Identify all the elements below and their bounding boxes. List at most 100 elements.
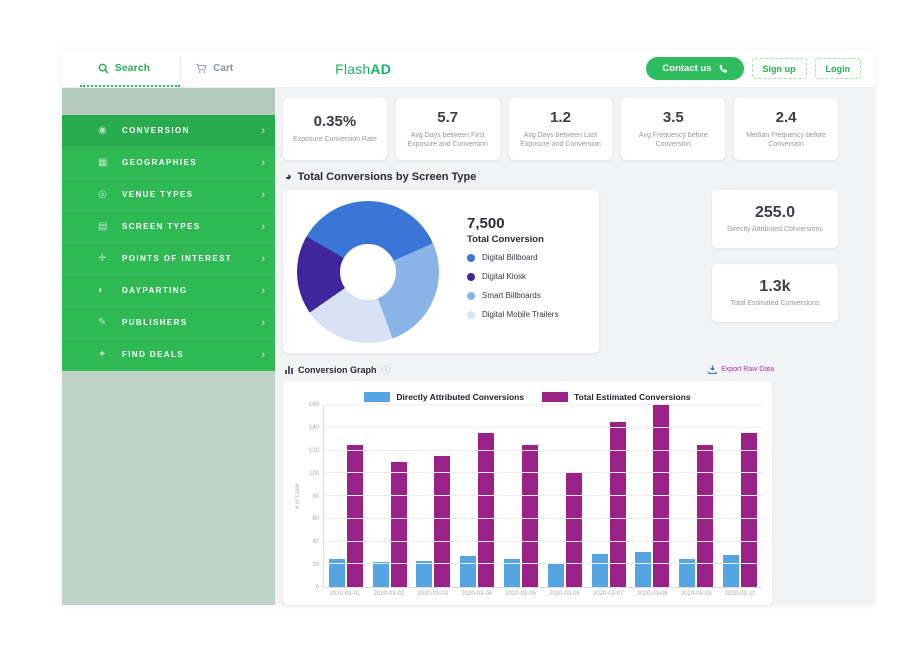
donut-legend: 7,500 Total Conversion Digital Billboard… (467, 215, 558, 329)
gridline (324, 540, 762, 542)
sidebar-item-conversion[interactable]: ◉ CONVERSION › (62, 115, 275, 147)
search-icon (98, 63, 109, 74)
x-tick-label: 2020-03-06 (549, 591, 580, 597)
donut-legend-item: Smart Billboards (467, 291, 558, 301)
legend-text: Directly Attributed Conversions (396, 392, 525, 402)
chart-legend-item: Total Estimated Conversions (542, 392, 691, 402)
donut-total-label: Total Conversion (467, 233, 544, 245)
bar-directly-attributed-conversions (328, 558, 345, 587)
bar-directly-attributed-conversions (635, 551, 652, 587)
plot-wrap: # of Conv 0 20 40 60 80 100 120 140 160 (293, 402, 762, 591)
chart-legend: Directly Attributed Conversions Total Est… (293, 389, 762, 405)
graph-title: Conversion Graph (298, 364, 377, 375)
export-label: Export Raw Data (721, 366, 774, 373)
dayparting-icon: ◐ (98, 285, 105, 296)
sidebar-item-dayparting[interactable]: ◐ DAYPARTING › (62, 275, 275, 307)
chevron-right-icon: › (261, 284, 265, 297)
active-tab-underline (80, 85, 180, 87)
gridline (324, 404, 762, 405)
search-tab[interactable]: Search (62, 50, 180, 87)
x-tick-label: 2020-03-03 (417, 591, 449, 597)
sidebar-item-publishers[interactable]: ✎ PUBLISHERS › (62, 307, 275, 339)
sidebar-item-geographies[interactable]: ▦ GEOGRAPHIES › (62, 147, 275, 179)
bar-directly-attributed-conversions (547, 564, 564, 587)
export-raw-data-link[interactable]: Export Raw Data (708, 365, 774, 374)
info-icon[interactable]: ⓘ (381, 365, 391, 375)
stats-row: 0.35% Exposure Conversion Rate 5.7 Avg Days… (283, 98, 838, 160)
sidebar-menu: ◉ CONVERSION › ▦ GEOGRAPHIES › ◎ VENUE TYPES › ▤ S… (62, 115, 275, 371)
stat-value: 5.7 (437, 108, 459, 126)
legend-swatch (542, 392, 569, 402)
legend-dot (467, 272, 475, 281)
bar-directly-attributed-conversions (591, 554, 608, 587)
bar-group (499, 405, 543, 587)
flashad-logo[interactable]: FlashAD (335, 60, 392, 77)
legend-dot (467, 291, 475, 300)
bar-directly-attributed-conversions (372, 561, 389, 587)
contact-us-button[interactable]: Contact us (646, 57, 744, 80)
stat-label: Avg Frequency before Conversion (638, 131, 708, 148)
bar-group (368, 405, 412, 587)
y-tick-label: 100 (308, 470, 319, 477)
bar-group (412, 405, 456, 587)
cart-icon (196, 63, 207, 74)
sidebar-item-label: SCREEN TYPES (122, 222, 201, 231)
search-label: Search (115, 63, 151, 74)
x-tick-label: 2020-03-01 (329, 591, 361, 597)
bar-directly-attributed-conversions (723, 555, 740, 587)
side-metric-value: 1.3k (759, 277, 791, 295)
cart-tab[interactable]: Cart (181, 63, 293, 74)
stat-value: 0.35% (313, 113, 357, 131)
bar-total-estimated-conversions (478, 433, 495, 587)
stat-label: Avg Days between Last Exposure and Conve… (520, 131, 601, 148)
bar-group (674, 405, 718, 587)
legend-label: Digital Mobile Trailers (482, 309, 559, 319)
sidebar-item-find-deals[interactable]: ✦ FIND DEALS › (62, 339, 275, 371)
sidebar-item-label: FIND DEALS (122, 350, 184, 359)
app-window: Search Cart FlashAD Contact us Sign up L… (62, 50, 875, 605)
stat-label: Avg Days between First Exposure and Conv… (407, 131, 488, 148)
sidebar-item-venue-types[interactable]: ◎ VENUE TYPES › (62, 179, 275, 211)
x-tick-label: 2020-03-04 (461, 591, 493, 597)
bar-total-estimated-conversions (346, 444, 363, 587)
bar-group (631, 405, 675, 587)
geographies-icon: ▦ (98, 157, 108, 168)
screen-type-title: Total Conversions by Screen Type (297, 171, 477, 183)
legend-dot (467, 310, 475, 319)
sidebar-item-screen-types[interactable]: ▤ SCREEN TYPES › (62, 211, 275, 243)
phone-icon (719, 64, 727, 73)
bar-directly-attributed-conversions (679, 558, 696, 587)
stat-label: Median Frequency before Conversion (746, 131, 826, 148)
graph-section-header: Conversion Graph ⓘ Export Raw Data (285, 363, 774, 376)
sidebar-item-points-of-interest[interactable]: ✛ POINTS OF INTEREST › (62, 243, 275, 275)
gridline (324, 495, 762, 496)
bar-directly-attributed-conversions (460, 556, 477, 587)
publishers-icon: ✎ (98, 317, 107, 328)
find-deals-icon: ✦ (98, 349, 107, 360)
points-of-interest-icon: ✛ (98, 253, 107, 264)
bar-total-estimated-conversions (741, 433, 758, 587)
donut-chart (297, 200, 439, 343)
y-tick-label: 20 (312, 562, 319, 569)
pie-chart-icon: ◕ (285, 171, 292, 183)
side-metric-card: 1.3k Total Estimated Conversions (712, 264, 838, 322)
sidebar-filler (62, 371, 275, 605)
top-navbar: Search Cart FlashAD Contact us Sign up L… (62, 50, 875, 88)
sidebar-item-label: DAYPARTING (122, 286, 188, 295)
donut-total-value: 7,500 (467, 214, 505, 232)
legend-text: Total Estimated Conversions (574, 392, 691, 402)
chevron-right-icon: › (261, 188, 265, 201)
sign-up-button[interactable]: Sign up (751, 58, 807, 79)
graph-title-wrap: Conversion Graph ⓘ (285, 363, 391, 376)
x-tick-label: 2020-03-10 (724, 591, 756, 597)
y-tick-label: 120 (308, 447, 319, 454)
login-button[interactable]: Login (814, 58, 861, 79)
topbar-actions: Contact us Sign up Login (646, 57, 875, 80)
legend-label: Smart Billboards (482, 290, 541, 300)
chevron-right-icon: › (261, 156, 265, 169)
side-metric-label: Total Estimated Conversions (730, 299, 820, 307)
mid-row: 7,500 Total Conversion Digital Billboard… (283, 190, 838, 353)
donut-legend-item: Digital Kiosk (467, 272, 558, 282)
bar-total-estimated-conversions (565, 473, 582, 587)
bar-total-estimated-conversions (522, 444, 539, 587)
